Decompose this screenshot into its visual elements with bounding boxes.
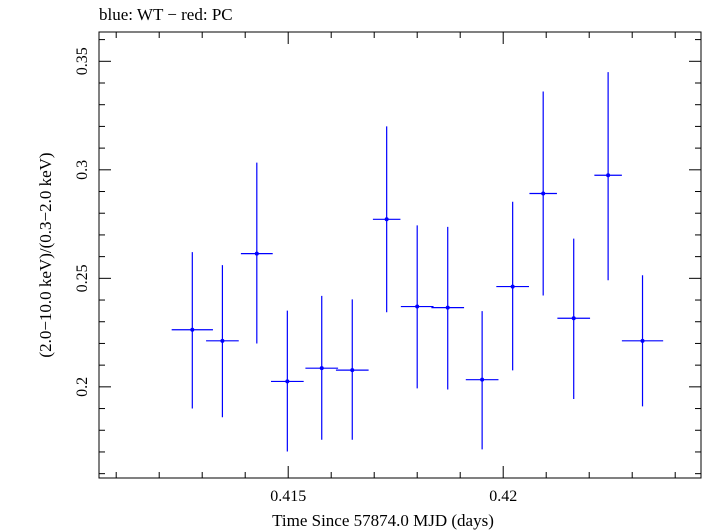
- point-marker: [190, 327, 195, 332]
- data-point: [206, 265, 239, 418]
- y-tick-label: 0.35: [74, 47, 91, 75]
- x-axis-label: Time Since 57874.0 MJD (days): [272, 511, 494, 530]
- point-marker: [606, 173, 611, 178]
- data-point: [594, 72, 622, 281]
- point-marker: [254, 251, 259, 256]
- point-marker: [445, 305, 450, 310]
- point-marker: [415, 304, 420, 309]
- point-marker: [285, 379, 290, 384]
- point-marker: [480, 377, 485, 382]
- data-point: [305, 295, 339, 440]
- data-point: [372, 126, 401, 313]
- data-point: [335, 299, 369, 440]
- data-point: [431, 226, 465, 390]
- data-point: [496, 201, 529, 371]
- data-point: [271, 310, 304, 452]
- point-marker: [220, 338, 225, 343]
- y-tick-label: 0.3: [74, 160, 91, 180]
- point-marker: [384, 217, 389, 222]
- data-point: [400, 225, 434, 389]
- point-marker: [541, 191, 546, 196]
- point-marker: [350, 368, 355, 373]
- point-marker: [571, 316, 576, 321]
- data-series: [171, 72, 664, 452]
- data-point: [240, 162, 273, 344]
- data-point: [557, 238, 591, 400]
- data-point: [171, 252, 213, 409]
- y-axis-label: (2.0−10.0 keV)/(0.3−2.0 keV): [36, 152, 55, 357]
- x-tick-label: 0.415: [270, 488, 306, 505]
- x-tick-label: 0.42: [489, 488, 517, 505]
- y-tick-label: 0.2: [74, 377, 91, 397]
- data-point: [465, 311, 499, 450]
- data-point: [621, 275, 664, 407]
- data-point: [529, 91, 557, 296]
- y-tick-label: 0.25: [74, 264, 91, 292]
- point-marker: [319, 366, 324, 371]
- y-axis: 0.2 0.25 0.3 0.35: [74, 39, 701, 475]
- plot-frame: [98, 31, 702, 479]
- chart-title: blue: WT − red: PC: [99, 5, 233, 24]
- point-marker: [510, 284, 515, 289]
- x-axis: 0.415 0.42: [115, 32, 676, 505]
- point-marker: [640, 338, 645, 343]
